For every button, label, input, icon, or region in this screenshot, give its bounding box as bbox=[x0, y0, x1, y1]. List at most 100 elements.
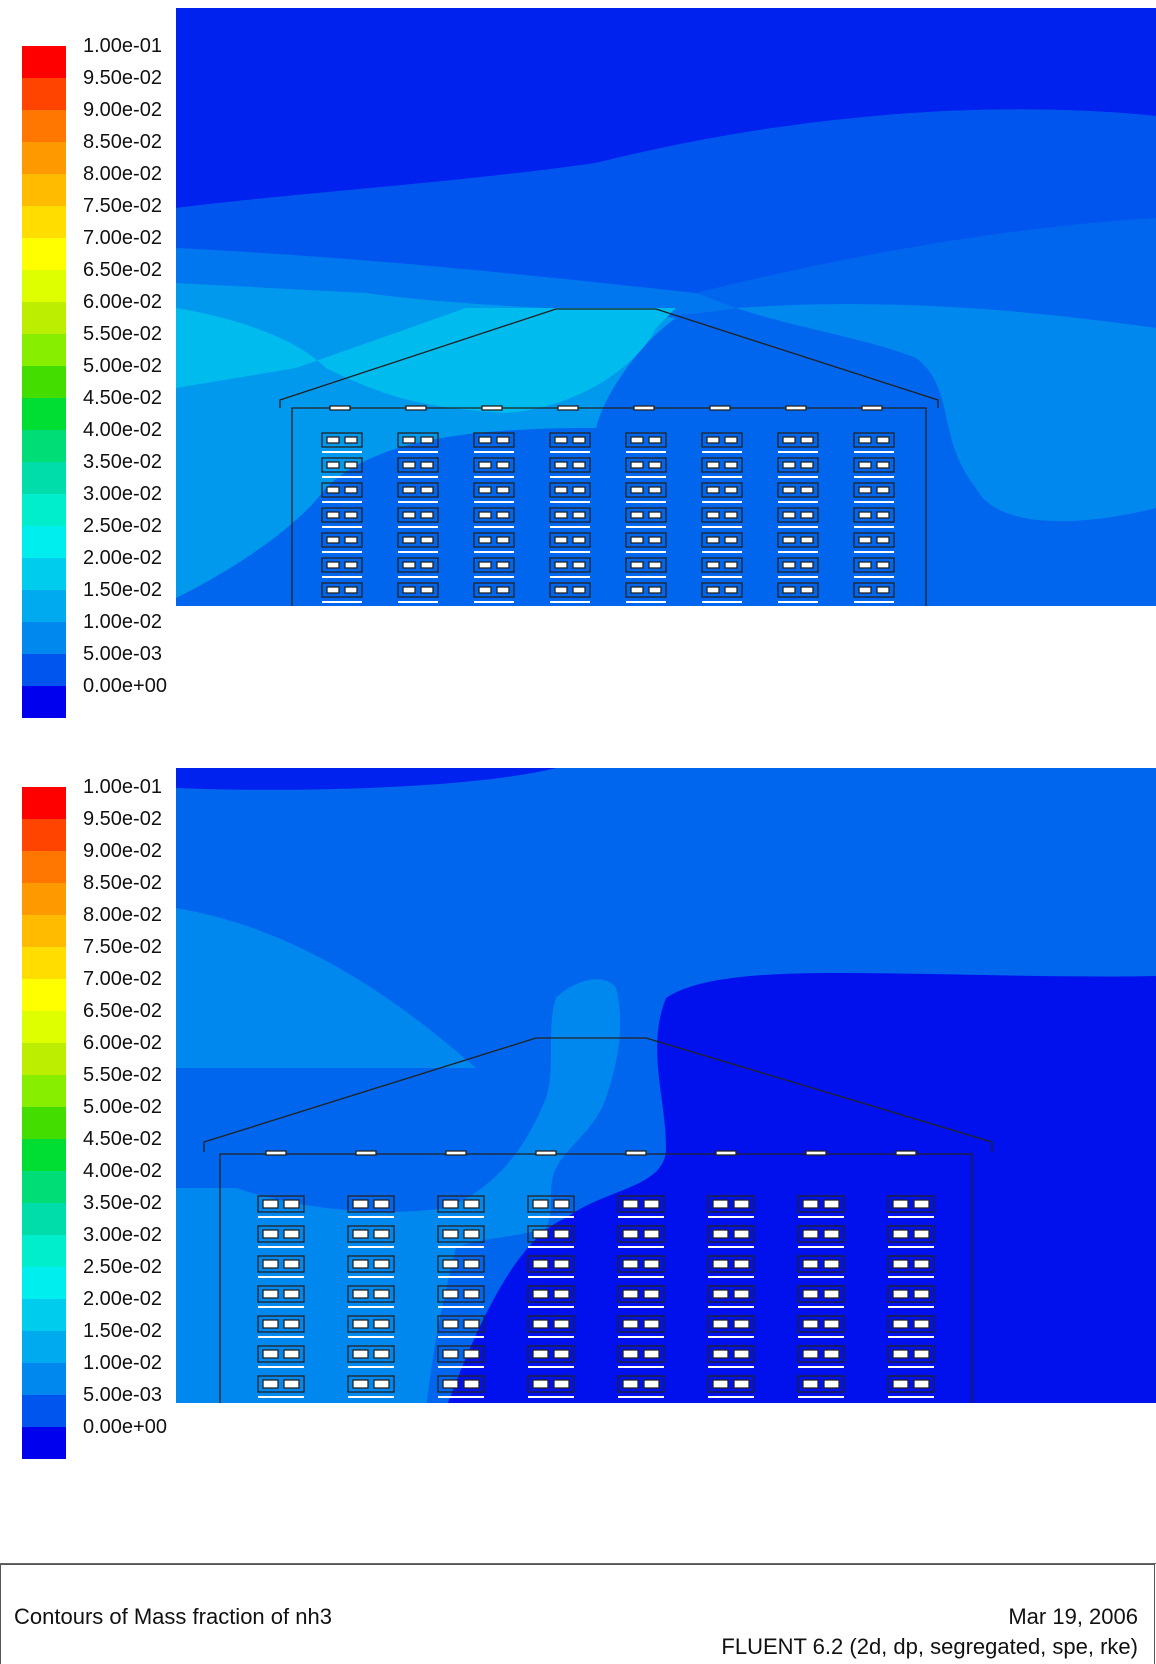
colorbar-swatch bbox=[22, 206, 66, 238]
pen-unit bbox=[527, 1255, 575, 1278]
colorbar-tick-label: 5.00e-03 bbox=[83, 1384, 162, 1406]
pen-unit bbox=[617, 1285, 665, 1308]
pen-unit bbox=[527, 1195, 575, 1218]
colorbar-tick-label: 0.00e+00 bbox=[83, 1416, 167, 1438]
pen-unit bbox=[625, 432, 667, 453]
colorbar-swatch bbox=[22, 947, 66, 979]
pen-unit bbox=[257, 1345, 305, 1368]
colorbar-tick-label: 2.00e-02 bbox=[83, 547, 162, 569]
colorbar-swatch bbox=[22, 622, 66, 654]
pen-unit bbox=[257, 1255, 305, 1278]
pen-unit bbox=[321, 532, 363, 553]
vent bbox=[633, 405, 655, 411]
colorbar-tick-label: 5.00e-02 bbox=[83, 355, 162, 377]
pen-unit bbox=[797, 1225, 845, 1248]
colorbar-tick-label: 4.00e-02 bbox=[83, 419, 162, 441]
colorbar-swatch bbox=[22, 1299, 66, 1331]
pen-unit bbox=[625, 557, 667, 578]
pen-unit bbox=[797, 1195, 845, 1218]
pen-unit bbox=[257, 1375, 305, 1398]
pen-unit bbox=[797, 1375, 845, 1398]
vent bbox=[861, 405, 883, 411]
pen-unit bbox=[777, 482, 819, 503]
colorbar-swatch bbox=[22, 883, 66, 915]
contour-region bbox=[176, 248, 736, 317]
colorbar-tick-label: 7.50e-02 bbox=[83, 936, 162, 958]
contour-plot-top bbox=[176, 8, 1156, 648]
pen-unit bbox=[701, 482, 743, 503]
pen-unit bbox=[347, 1315, 395, 1338]
pen-unit bbox=[473, 557, 515, 578]
pen-unit bbox=[797, 1345, 845, 1368]
contour-region bbox=[176, 109, 1156, 293]
pen-unit bbox=[707, 1345, 755, 1368]
colorbar-swatch bbox=[22, 1043, 66, 1075]
colorbar-tick-label: 9.50e-02 bbox=[83, 808, 162, 830]
contour-region bbox=[736, 304, 1156, 522]
colorbar-tick-label: 8.00e-02 bbox=[83, 163, 162, 185]
pen-unit bbox=[777, 557, 819, 578]
colorbar-swatch bbox=[22, 1395, 66, 1427]
pen-unit bbox=[887, 1255, 935, 1278]
colorbar-tick-label: 5.50e-02 bbox=[83, 323, 162, 345]
colorbar-tick-label: 2.50e-02 bbox=[83, 1256, 162, 1278]
colorbar-tick-label: 8.50e-02 bbox=[83, 872, 162, 894]
colorbar-swatch bbox=[22, 398, 66, 430]
pen-unit bbox=[617, 1195, 665, 1218]
colorbar-tick-label: 7.50e-02 bbox=[83, 195, 162, 217]
footer-title: Contours of Mass fraction of nh3 bbox=[14, 1604, 332, 1629]
roof-outline bbox=[279, 308, 939, 408]
pen-unit bbox=[707, 1195, 755, 1218]
footer-date: Mar 19, 2006 bbox=[1008, 1604, 1138, 1629]
colorbar-tick-label: 3.00e-02 bbox=[83, 1224, 162, 1246]
colorbar-swatch bbox=[22, 1171, 66, 1203]
pen-unit bbox=[887, 1195, 935, 1218]
vent bbox=[895, 1150, 917, 1156]
pen-unit bbox=[617, 1225, 665, 1248]
colorbar-swatch bbox=[22, 558, 66, 590]
vent bbox=[329, 405, 351, 411]
pen-unit bbox=[527, 1345, 575, 1368]
colorbar-bottom bbox=[22, 787, 66, 1459]
contour-region bbox=[176, 606, 1156, 648]
colorbar-swatch bbox=[22, 46, 66, 78]
pen-unit bbox=[347, 1375, 395, 1398]
pen-unit bbox=[397, 457, 439, 478]
colorbar-swatch bbox=[22, 526, 66, 558]
pen-unit bbox=[853, 432, 895, 453]
pen-unit bbox=[853, 482, 895, 503]
contour-region bbox=[176, 979, 621, 1408]
pen-unit bbox=[707, 1375, 755, 1398]
roof-outline bbox=[203, 1037, 993, 1152]
colorbar-swatch bbox=[22, 78, 66, 110]
vent bbox=[785, 405, 807, 411]
building-top bbox=[279, 308, 939, 606]
contour-plot-bottom bbox=[176, 768, 1156, 1408]
pen-unit bbox=[549, 457, 591, 478]
pen-unit bbox=[437, 1285, 485, 1308]
pen-unit bbox=[797, 1255, 845, 1278]
colorbar-swatch bbox=[22, 110, 66, 142]
vent bbox=[405, 405, 427, 411]
pen-unit bbox=[437, 1255, 485, 1278]
contour-region bbox=[176, 8, 1156, 208]
pen-unit bbox=[625, 582, 667, 603]
pen-unit bbox=[321, 482, 363, 503]
colorbar-tick-label: 1.00e-01 bbox=[83, 35, 162, 57]
pen-unit bbox=[853, 582, 895, 603]
pen-unit bbox=[887, 1225, 935, 1248]
pen-unit bbox=[853, 557, 895, 578]
colorbar-swatch bbox=[22, 1363, 66, 1395]
colorbar-swatch bbox=[22, 1235, 66, 1267]
pen-unit bbox=[437, 1195, 485, 1218]
pen-unit bbox=[473, 482, 515, 503]
pen-unit bbox=[437, 1315, 485, 1338]
colorbar-swatch bbox=[22, 430, 66, 462]
colorbar-swatch bbox=[22, 787, 66, 819]
pen-unit bbox=[397, 557, 439, 578]
pen-unit bbox=[437, 1375, 485, 1398]
pen-unit bbox=[347, 1195, 395, 1218]
colorbar-tick-label: 9.50e-02 bbox=[83, 67, 162, 89]
pen-unit bbox=[625, 532, 667, 553]
colorbar-swatch bbox=[22, 366, 66, 398]
